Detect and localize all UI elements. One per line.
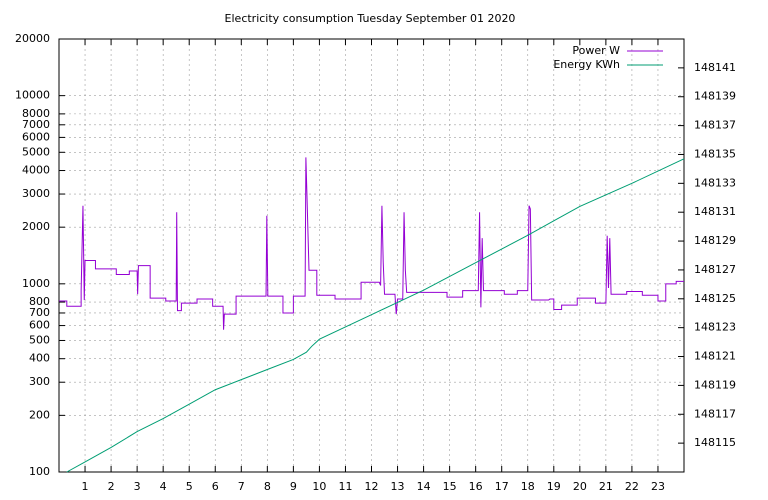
y-tick-label: 200 (29, 408, 50, 421)
y2-tick-label: 148137 (694, 119, 736, 132)
x-tick-label: 17 (495, 480, 509, 493)
x-tick-label: 11 (338, 480, 352, 493)
y-tick-label: 10000 (15, 89, 50, 102)
y2-tick-label: 148125 (694, 292, 736, 305)
y2-tick-label: 148121 (694, 350, 736, 363)
y-tick-label: 4000 (22, 164, 50, 177)
x-tick-label: 6 (212, 480, 219, 493)
x-tick-label: 1 (82, 480, 89, 493)
x-tick-label: 9 (290, 480, 297, 493)
y2-tick-label: 148141 (694, 61, 736, 74)
y2-tick-label: 148115 (694, 436, 736, 449)
y2-tick-label: 148135 (694, 147, 736, 160)
legend-label: Power W (572, 44, 620, 57)
y-tick-label: 5000 (22, 145, 50, 158)
x-tick-label: 10 (312, 480, 326, 493)
x-tick-label: 15 (443, 480, 457, 493)
y2-tick-label: 148117 (694, 407, 736, 420)
x-tick-label: 8 (264, 480, 271, 493)
y2-tick-label: 148133 (694, 176, 736, 189)
y-tick-label: 2000 (22, 220, 50, 233)
x-tick-label: 20 (573, 480, 587, 493)
y-tick-label: 20000 (15, 32, 50, 45)
plot-frame (58, 38, 685, 473)
y2-tick-label: 148129 (694, 234, 736, 247)
y-tick-label: 800 (29, 295, 50, 308)
y-tick-label: 400 (29, 352, 50, 365)
chart-title: Electricity consumption Tuesday Septembe… (225, 12, 516, 25)
x-tick-label: 7 (238, 480, 245, 493)
x-tick-label: 23 (651, 480, 665, 493)
y-tick-label: 300 (29, 375, 50, 388)
y-tick-label: 100 (29, 465, 50, 478)
series-line (59, 157, 684, 330)
y2-tick-label: 148123 (694, 321, 736, 334)
x-tick-label: 13 (391, 480, 405, 493)
x-tick-label: 19 (547, 480, 561, 493)
y2-tick-label: 148131 (694, 205, 736, 218)
x-tick-label: 16 (469, 480, 483, 493)
legend-label: Energy KWh (553, 58, 620, 71)
y-tick-label: 7000 (22, 118, 50, 131)
x-tick-label: 12 (365, 480, 379, 493)
y-tick-label: 600 (29, 319, 50, 332)
y2-tick-label: 148139 (694, 90, 736, 103)
x-tick-label: 3 (134, 480, 141, 493)
y-tick-label: 500 (29, 333, 50, 346)
x-tick-label: 5 (186, 480, 193, 493)
x-tick-label: 18 (521, 480, 535, 493)
x-tick-label: 2 (108, 480, 115, 493)
y-tick-label: 6000 (22, 130, 50, 143)
x-tick-label: 22 (625, 480, 639, 493)
x-tick-label: 4 (160, 480, 167, 493)
y2-tick-label: 148119 (694, 378, 736, 391)
y-tick-label: 3000 (22, 187, 50, 200)
y-tick-label: 1000 (22, 277, 50, 290)
y-tick-label: 700 (29, 306, 50, 319)
y-tick-label: 8000 (22, 107, 50, 120)
x-tick-label: 21 (599, 480, 613, 493)
x-tick-label: 14 (417, 480, 431, 493)
y2-tick-label: 148127 (694, 263, 736, 276)
series-line (66, 158, 685, 473)
